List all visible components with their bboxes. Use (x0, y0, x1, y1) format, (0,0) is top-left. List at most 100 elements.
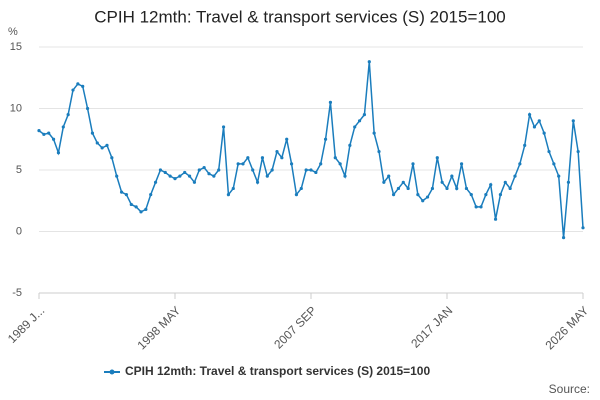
point (71, 88, 75, 92)
point (333, 156, 337, 160)
point (304, 168, 308, 172)
point (440, 180, 444, 184)
point (581, 226, 585, 230)
point (435, 156, 439, 160)
point (367, 60, 371, 64)
point (518, 162, 522, 166)
point (61, 125, 65, 129)
point (552, 162, 556, 166)
point (328, 100, 333, 104)
point (231, 186, 235, 191)
point (294, 193, 299, 197)
point (416, 193, 420, 197)
point (139, 210, 143, 214)
point (396, 186, 401, 191)
y-tick-label: 5 (16, 164, 22, 176)
point (173, 177, 177, 181)
point (100, 146, 104, 150)
point (377, 149, 381, 154)
point (479, 205, 483, 209)
point (95, 141, 99, 145)
x-tick-label: 2026 MAY (542, 303, 591, 352)
point (90, 131, 95, 135)
x-tick-label: 2017 JAN (408, 303, 455, 350)
point (319, 162, 323, 166)
point (197, 168, 201, 172)
point (411, 162, 415, 166)
point (382, 180, 386, 184)
point (115, 174, 119, 178)
point (260, 156, 265, 160)
point (527, 113, 532, 117)
point (445, 186, 449, 191)
point (309, 168, 313, 172)
y-unit: % (8, 26, 18, 38)
point (561, 236, 566, 240)
point (212, 174, 216, 178)
point (455, 186, 459, 191)
point (353, 125, 357, 129)
point (134, 205, 138, 209)
point (37, 129, 41, 133)
y-tick-label: 10 (10, 102, 22, 114)
point (221, 125, 226, 129)
point (348, 143, 352, 147)
point (241, 162, 245, 166)
point (299, 186, 303, 191)
point (119, 190, 124, 194)
point (474, 205, 478, 209)
point (105, 143, 109, 147)
point (168, 174, 172, 178)
chart-title: CPIH 12mth: Travel & transport services … (94, 7, 506, 26)
legend-label: CPIH 12mth: Travel & transport services … (125, 364, 430, 378)
point (183, 170, 187, 175)
point (489, 183, 493, 187)
point (226, 193, 231, 197)
point (421, 199, 425, 203)
point (498, 193, 503, 197)
point (251, 168, 255, 172)
y-tick-label: 15 (10, 41, 22, 53)
x-tick-label: 1998 MAY (134, 303, 183, 352)
point (149, 193, 153, 197)
point (484, 193, 488, 197)
point (163, 170, 167, 175)
point (255, 180, 260, 184)
y-tick-label: -5 (12, 287, 22, 299)
point (566, 180, 571, 184)
point (387, 174, 391, 178)
point (401, 180, 405, 184)
point (513, 174, 517, 178)
point (469, 193, 473, 197)
point (265, 174, 269, 178)
point (532, 125, 537, 129)
point (450, 174, 454, 178)
point (76, 82, 80, 86)
point (557, 174, 561, 178)
point (81, 84, 85, 88)
point (542, 131, 546, 135)
point (158, 168, 163, 172)
point (425, 195, 430, 199)
point (430, 186, 435, 191)
point (391, 193, 396, 197)
point (85, 106, 90, 111)
point (406, 186, 410, 191)
point (372, 131, 376, 135)
point (357, 119, 362, 123)
point (576, 149, 580, 154)
point (217, 168, 221, 172)
point (508, 186, 512, 191)
y-tick-label: 0 (16, 225, 22, 237)
point (362, 113, 367, 117)
point (110, 156, 114, 160)
point (285, 137, 289, 141)
legend-marker (109, 369, 115, 375)
point (124, 193, 129, 197)
point (547, 149, 551, 154)
point (323, 137, 328, 141)
point (503, 180, 507, 184)
x-tick-label: 2007 SEP (271, 303, 319, 351)
